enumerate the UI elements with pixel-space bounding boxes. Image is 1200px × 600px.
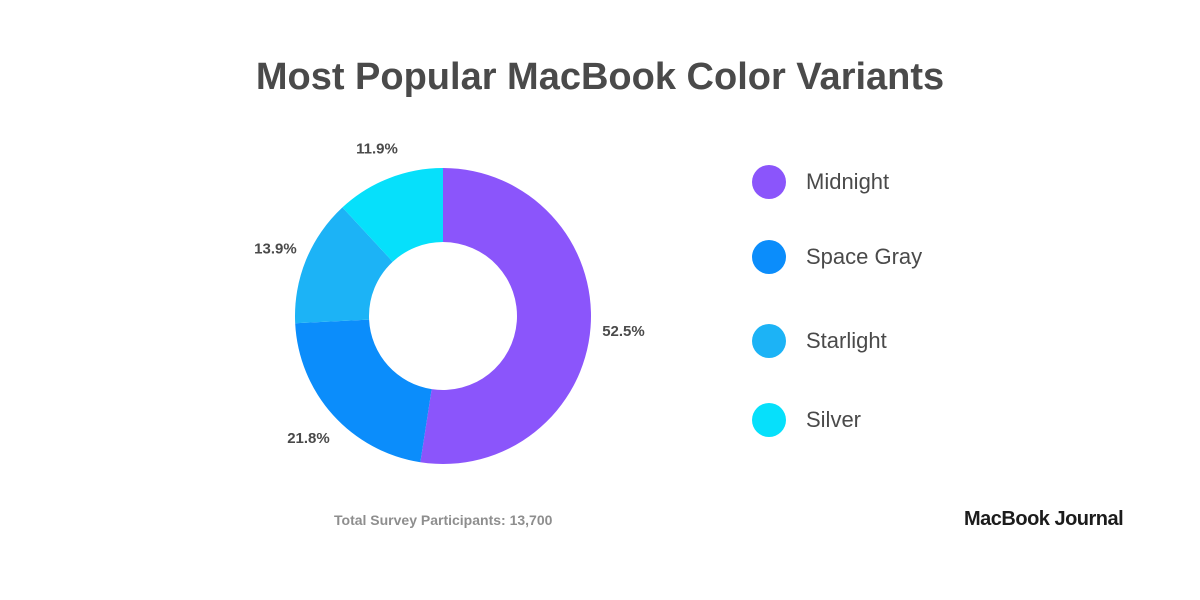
slice-label-silver: 11.9% bbox=[356, 140, 398, 157]
legend-swatch bbox=[752, 240, 786, 274]
legend-item-space-gray: Space Gray bbox=[752, 237, 922, 277]
legend: Midnight Space Gray Starlight Silver bbox=[752, 160, 1052, 460]
slice-silver bbox=[342, 168, 443, 262]
slice-label-starlight: 13.9% bbox=[254, 241, 297, 258]
slice-labels-group: 52.5% 21.8% 13.9% 11.9% bbox=[254, 140, 645, 447]
legend-item-midnight: Midnight bbox=[752, 162, 889, 202]
brand-logo: MacBook Journal bbox=[964, 508, 1124, 530]
legend-item-silver: Silver bbox=[752, 400, 861, 440]
legend-swatch bbox=[752, 324, 786, 358]
legend-label: Starlight bbox=[806, 328, 887, 353]
slice-space-gray bbox=[295, 319, 432, 463]
legend-label: Space Gray bbox=[806, 244, 923, 269]
slices-group bbox=[295, 168, 591, 464]
slice-starlight bbox=[295, 207, 393, 324]
slice-midnight bbox=[420, 168, 591, 464]
slice-label-midnight: 52.5% bbox=[602, 323, 645, 340]
slice-label-space-gray: 21.8% bbox=[287, 430, 330, 447]
legend-item-starlight: Starlight bbox=[752, 321, 887, 361]
legend-swatch bbox=[752, 165, 786, 199]
survey-participants-note: Total Survey Participants: 13,700 bbox=[334, 512, 553, 528]
legend-swatch bbox=[752, 403, 786, 437]
legend-label: Midnight bbox=[806, 169, 890, 194]
legend-label: Silver bbox=[806, 407, 862, 432]
chart-title: Most Popular MacBook Color Variants bbox=[255, 56, 945, 98]
